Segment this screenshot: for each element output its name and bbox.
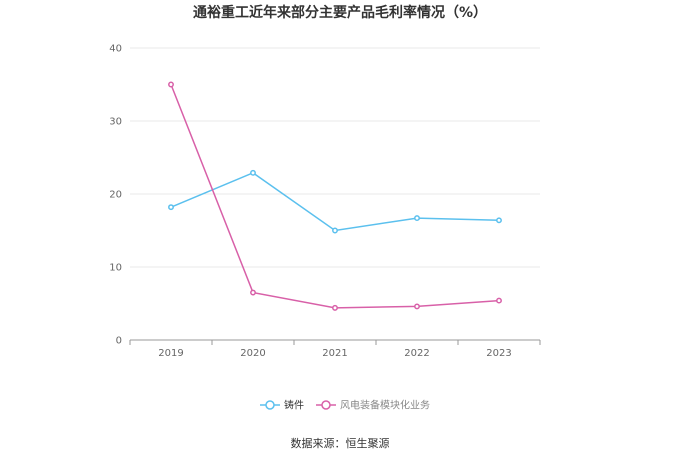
legend-label: 风电装备模块化业务 <box>340 399 430 412</box>
data-point <box>496 297 502 304</box>
series-1 <box>168 169 502 234</box>
y-axis-ticks: 0 10 20 30 40 <box>109 44 122 347</box>
chart-title: 通裕重工近年来部分主要产品毛利率情况（%） <box>193 4 487 21</box>
series-line <box>170 171 500 232</box>
x-tick-label: 2019 <box>158 348 183 359</box>
data-point <box>168 204 174 211</box>
y-tick-label: 0 <box>116 336 122 347</box>
data-point <box>414 303 420 310</box>
legend-item-1: 铸件 <box>260 399 304 412</box>
y-tick-label: 40 <box>109 44 122 55</box>
series <box>168 81 502 311</box>
data-point <box>250 169 256 176</box>
series-line <box>170 84 500 309</box>
x-tick-label: 2022 <box>404 348 429 359</box>
y-tick-label: 20 <box>109 190 122 201</box>
data-point <box>332 304 338 311</box>
source-note: 数据来源：恒生聚源 <box>291 436 390 450</box>
legend-swatch-marker <box>265 400 275 410</box>
data-point <box>168 81 174 88</box>
data-point <box>332 227 338 234</box>
y-tick-label: 10 <box>109 263 122 274</box>
series-2 <box>168 81 502 311</box>
data-point <box>250 289 256 296</box>
legend-label: 铸件 <box>284 399 304 412</box>
x-axis-ticks: 2019 2020 2021 2022 2023 <box>129 340 541 359</box>
x-tick-label: 2020 <box>240 348 265 359</box>
data-point <box>414 215 420 222</box>
x-tick-label: 2023 <box>486 348 511 359</box>
grid <box>130 47 540 268</box>
legend-swatch-marker <box>321 400 331 410</box>
legend-item-2: 风电装备模块化业务 <box>316 399 430 412</box>
legend: 铸件 风电装备模块化业务 <box>260 399 430 412</box>
y-tick-label: 30 <box>109 117 122 128</box>
data-point <box>496 217 502 224</box>
x-tick-label: 2021 <box>322 348 347 359</box>
